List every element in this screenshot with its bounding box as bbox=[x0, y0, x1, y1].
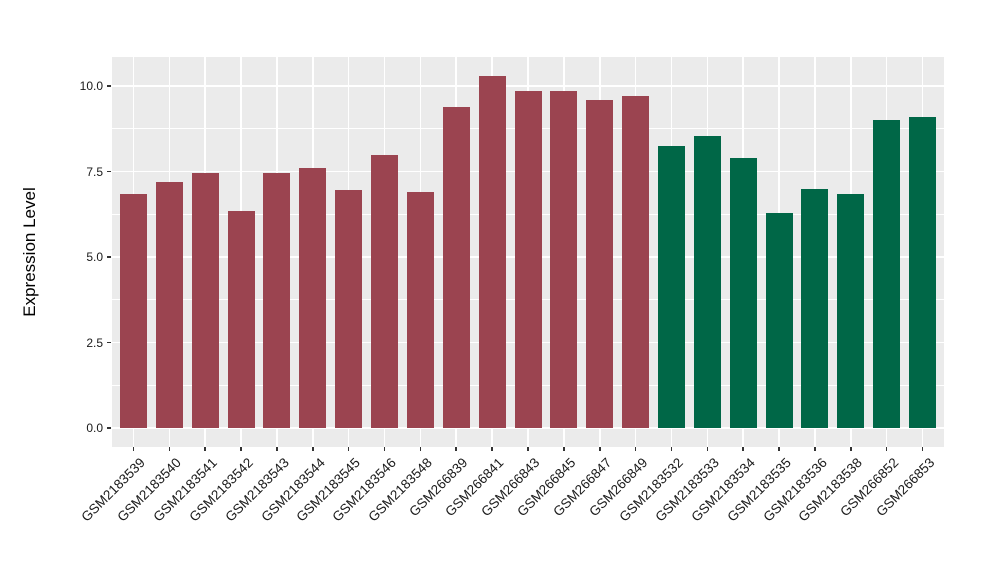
bar-GSM2183536 bbox=[801, 188, 829, 429]
bar-GSM2183542 bbox=[227, 210, 255, 429]
bar-GSM2183535 bbox=[765, 212, 793, 429]
bar-GSM266852 bbox=[873, 120, 901, 429]
x-tick-mark bbox=[921, 447, 924, 451]
x-tick-mark bbox=[383, 447, 386, 451]
x-tick-mark bbox=[240, 447, 242, 451]
x-tick-mark bbox=[491, 447, 493, 451]
x-tick-mark bbox=[132, 447, 135, 451]
x-tick-mark bbox=[814, 447, 816, 451]
x-tick-mark bbox=[527, 447, 529, 451]
x-tick-mark bbox=[885, 447, 888, 451]
x-tick-mark bbox=[419, 447, 422, 451]
x-axis-labels: GSM2183539 GSM2183540 GSM2183541 GSM2183542… bbox=[79, 447, 944, 577]
x-tick-mark bbox=[742, 447, 744, 451]
bar-GSM266841 bbox=[478, 75, 506, 429]
bar-GSM2183534 bbox=[729, 157, 757, 429]
y-tick-mark bbox=[107, 256, 111, 258]
bar-GSM2183544 bbox=[299, 168, 327, 429]
x-tick-mark bbox=[706, 447, 709, 451]
bar-GSM266849 bbox=[622, 96, 650, 429]
y-tick-mark bbox=[107, 427, 111, 429]
bar-GSM2183543 bbox=[263, 173, 291, 429]
x-tick-mark bbox=[849, 447, 852, 451]
y-tick-label: 5.0 bbox=[86, 250, 103, 265]
bar-GSM2183540 bbox=[155, 181, 183, 429]
x-tick-mark bbox=[598, 447, 601, 451]
x-tick-mark bbox=[670, 447, 673, 451]
x-tick-mark bbox=[204, 447, 207, 451]
x-tick-mark bbox=[634, 447, 637, 451]
bar-GSM266853 bbox=[908, 116, 936, 429]
y-tick-mark bbox=[107, 85, 111, 87]
y-tick-label: 2.5 bbox=[86, 335, 103, 350]
y-tick-mark bbox=[107, 170, 111, 173]
x-tick-mark bbox=[168, 447, 171, 451]
bar-GSM2183545 bbox=[335, 190, 363, 429]
bar-GSM2183548 bbox=[406, 192, 434, 429]
y-tick-label: 7.5 bbox=[86, 164, 103, 179]
bar-GSM2183541 bbox=[191, 173, 219, 429]
bar-GSM266839 bbox=[442, 106, 470, 429]
bar-GSM266847 bbox=[586, 99, 614, 429]
bar-GSM2183538 bbox=[837, 193, 865, 429]
plot-panel bbox=[112, 57, 944, 447]
x-tick-mark bbox=[778, 447, 780, 451]
bar-GSM2183546 bbox=[371, 154, 399, 429]
y-tick-mark bbox=[107, 341, 111, 344]
bar-GSM2183533 bbox=[693, 135, 721, 429]
y-tick-label: 10.0 bbox=[79, 79, 103, 94]
bar-GSM266843 bbox=[514, 91, 542, 429]
x-tick-mark bbox=[312, 447, 314, 451]
bar-GSM266845 bbox=[550, 91, 578, 429]
x-tick-mark bbox=[563, 447, 565, 451]
bar-GSM2183532 bbox=[657, 145, 685, 429]
y-tick-label: 0.0 bbox=[86, 421, 103, 436]
x-tick-mark bbox=[276, 447, 278, 451]
x-tick-mark bbox=[455, 447, 458, 451]
bar-GSM2183539 bbox=[120, 193, 148, 429]
x-tick-mark bbox=[347, 447, 350, 451]
